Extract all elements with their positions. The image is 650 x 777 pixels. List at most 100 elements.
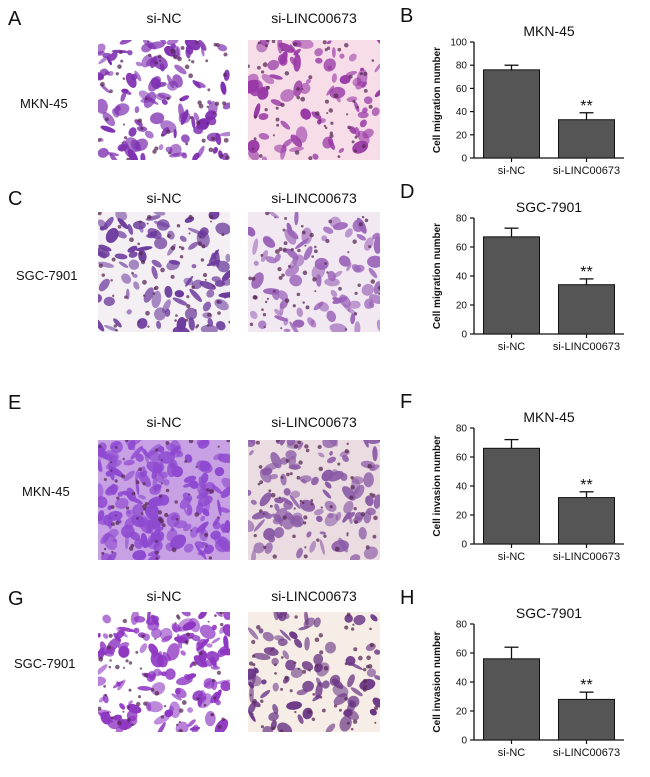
membrane-pore <box>354 291 358 295</box>
stained-cell <box>327 65 332 70</box>
stained-cell <box>123 470 135 482</box>
stained-cell <box>181 612 191 617</box>
membrane-pore <box>366 655 371 661</box>
membrane-pore <box>257 65 261 70</box>
stained-cell <box>274 253 281 262</box>
stained-cell <box>152 502 159 512</box>
panel-letter: F <box>400 391 412 413</box>
stained-cell <box>260 689 271 699</box>
stained-cell <box>314 48 323 57</box>
membrane-pore <box>265 85 270 90</box>
stained-cell <box>301 478 307 484</box>
membrane-pore <box>155 556 159 560</box>
stained-cell <box>297 714 304 724</box>
membrane-pore <box>318 466 324 472</box>
stained-cell <box>354 321 361 332</box>
membrane-pore <box>154 637 157 640</box>
stained-cell <box>98 632 101 638</box>
stained-cell <box>212 147 219 154</box>
membrane-pore <box>174 500 178 504</box>
membrane-pore <box>168 151 172 155</box>
stained-cell <box>193 655 207 668</box>
stained-cell <box>104 324 119 332</box>
membrane-pore <box>326 271 329 274</box>
membrane-pore <box>364 218 369 223</box>
membrane-pore <box>374 721 377 724</box>
membrane-pore <box>121 474 126 479</box>
membrane-pore <box>136 701 141 707</box>
stained-cell <box>264 513 272 520</box>
membrane-pore <box>188 59 191 62</box>
membrane-pore <box>275 440 281 443</box>
membrane-pore <box>178 245 182 249</box>
stained-cell <box>212 516 221 527</box>
stained-cell <box>199 280 216 290</box>
stained-cell <box>192 152 200 160</box>
membrane-pore <box>294 710 297 714</box>
stained-cell <box>115 105 121 112</box>
stained-cell <box>154 237 168 250</box>
stained-cell <box>289 146 304 152</box>
membrane-pore <box>205 59 209 63</box>
membrane-pore <box>278 275 283 280</box>
stained-cell <box>359 119 367 128</box>
membrane-pore <box>297 667 300 670</box>
stained-cell <box>340 473 348 482</box>
membrane-pore <box>157 517 163 522</box>
membrane-pore <box>350 727 354 731</box>
stained-cell <box>269 74 283 80</box>
stained-cell <box>361 440 369 448</box>
stained-cell <box>280 89 295 102</box>
stained-cell <box>344 614 353 623</box>
membrane-pore <box>195 325 198 329</box>
stained-cell <box>215 132 222 146</box>
stained-cell <box>297 442 303 451</box>
stained-cell <box>327 270 336 282</box>
stained-cell <box>344 228 353 238</box>
stained-cell <box>99 68 109 76</box>
membrane-pore <box>363 71 368 76</box>
stained-cell <box>176 676 193 686</box>
membrane-pore <box>138 695 142 699</box>
membrane-pore <box>273 663 277 667</box>
membrane-pore <box>185 142 189 146</box>
stained-cell <box>109 153 119 160</box>
stained-cell <box>302 680 314 692</box>
stained-cell <box>210 665 220 670</box>
stained-cell <box>339 715 352 732</box>
membrane-pore <box>300 224 304 228</box>
micrograph-g-si-nc <box>98 612 230 732</box>
membrane-pore <box>160 482 163 485</box>
stained-cell <box>324 278 340 287</box>
stained-cell <box>270 99 283 107</box>
membrane-pore <box>344 696 348 701</box>
significance-marker: ** <box>580 477 592 494</box>
membrane-pore <box>329 133 334 139</box>
membrane-pore <box>346 532 349 535</box>
membrane-pore <box>138 467 142 472</box>
membrane-pore <box>271 726 275 731</box>
stained-cell <box>98 696 106 703</box>
x-tick-label: si-LINC00673 <box>553 747 620 759</box>
micrograph-e-si-nc <box>98 440 230 560</box>
membrane-pore <box>131 271 134 275</box>
membrane-pore <box>137 118 143 123</box>
col-label-si-nc: si-NC <box>146 414 182 430</box>
significance-marker: ** <box>580 264 592 281</box>
membrane-pore <box>142 482 146 486</box>
stained-cell <box>99 641 108 656</box>
stained-cell <box>323 58 336 72</box>
membrane-pore <box>174 622 177 625</box>
stained-cell <box>313 508 324 516</box>
stained-cell <box>316 515 323 523</box>
stained-cell <box>153 668 162 677</box>
membrane-pore <box>207 312 212 317</box>
membrane-pore <box>209 220 213 223</box>
stained-cell <box>350 687 363 697</box>
membrane-pore <box>371 59 375 62</box>
bar-si-LINC00673 <box>558 497 615 545</box>
membrane-pore <box>122 77 126 80</box>
stained-cell <box>108 465 115 481</box>
stained-cell <box>373 281 380 295</box>
stained-cell <box>128 251 138 258</box>
